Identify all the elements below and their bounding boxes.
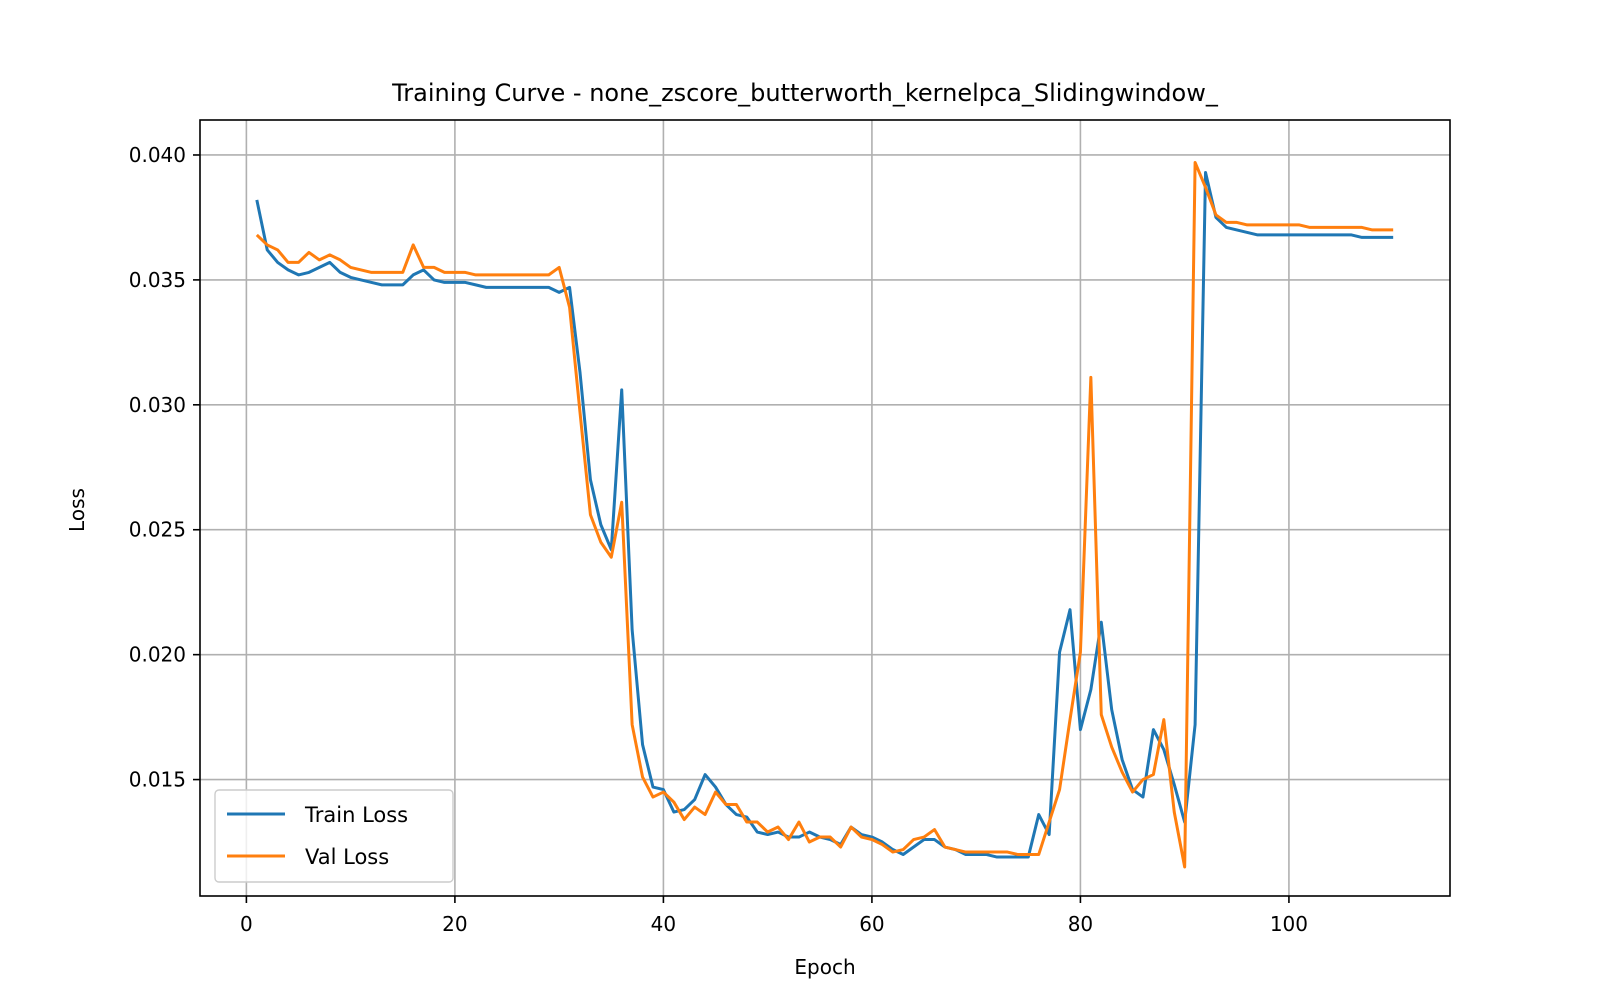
series-line-val-loss (255, 160, 1394, 869)
y-tick-label: 0.020 (129, 643, 186, 667)
x-tick-label: 80 (1068, 912, 1093, 936)
x-tick-label: 100 (1270, 912, 1308, 936)
x-tick-label: 0 (240, 912, 253, 936)
x-tick-label: 20 (442, 912, 467, 936)
y-axis-label: Loss (65, 488, 89, 532)
chart-title: Training Curve - none_zscore_butterworth… (391, 79, 1219, 107)
y-tick-label: 0.040 (129, 143, 186, 167)
x-tick-label: 40 (651, 912, 676, 936)
legend-label-val-loss: Val Loss (305, 845, 389, 869)
grid-lines (200, 120, 1450, 896)
legend: Train Loss Val Loss (214, 789, 454, 883)
y-tick-label: 0.015 (129, 768, 186, 792)
y-axis-ticks: 0.015 0.020 0.025 0.030 0.035 0.040 (129, 143, 200, 792)
y-tick-label: 0.035 (129, 268, 186, 292)
legend-label-train-loss: Train Loss (304, 803, 408, 827)
plot-area (200, 120, 1450, 896)
y-tick-label: 0.025 (129, 518, 186, 542)
x-axis-ticks: 0 20 40 60 80 100 (240, 896, 1308, 936)
x-axis-label: Epoch (794, 955, 855, 979)
series-lines (255, 160, 1394, 869)
plot-frame (199, 119, 1451, 897)
y-tick-label: 0.030 (129, 393, 186, 417)
x-tick-label: 60 (859, 912, 884, 936)
